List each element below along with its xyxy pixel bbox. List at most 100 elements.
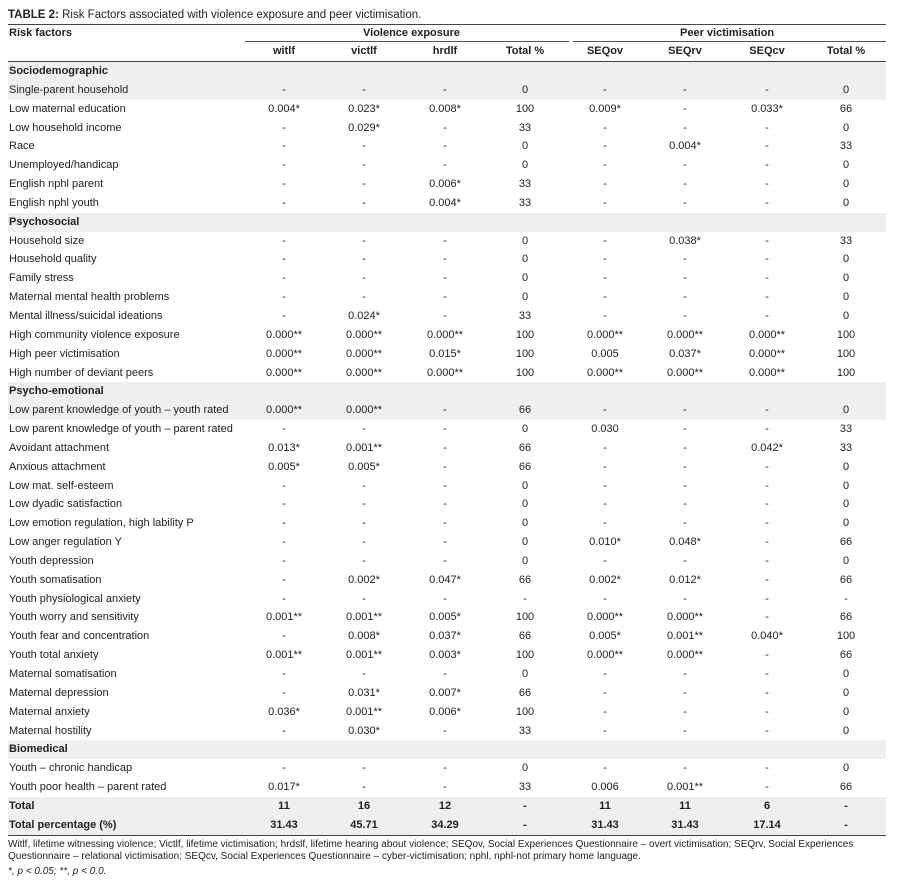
cell-hrdlf: 0.000**: [426, 366, 464, 379]
row-label: Household quality: [9, 253, 97, 266]
cell-seqrv: -: [683, 460, 687, 473]
cell-ve-total: 0: [521, 517, 529, 530]
cell-seqov: -: [603, 724, 607, 737]
cell-seqrv: 0.000**: [666, 328, 704, 341]
cell-witlf: -: [282, 140, 286, 153]
table-row: English nphl youth - - 0.004* 33 - - - 0: [8, 194, 886, 213]
cell-hrdlf: -: [443, 592, 447, 605]
cell-seqov: 0.000**: [586, 611, 624, 624]
cell-pv-total: 0: [842, 554, 850, 567]
table-row: Youth physiological anxiety - - - - - - - -: [8, 590, 886, 609]
cell-witlf: 0.013*: [268, 441, 300, 454]
cell-seqov: -: [603, 159, 607, 172]
cell-witlf: -: [282, 686, 286, 699]
cell-pv-total: 66: [839, 781, 853, 794]
cell-victlf: 0.002*: [348, 573, 380, 586]
cell-seqcv: -: [765, 272, 769, 285]
row-label: Unemployed/handicap: [9, 159, 119, 172]
cell-witlf: -: [282, 309, 286, 322]
cell-pv-total: 33: [839, 234, 853, 247]
cell-seqcv: -: [765, 479, 769, 492]
cell-seqov: 0.000**: [586, 328, 624, 341]
row-label: High peer victimisation: [9, 347, 120, 360]
table-row: High number of deviant peers 0.000** 0.000…: [8, 364, 886, 383]
cell-pv-total: 100: [836, 366, 856, 379]
section-header-row: Biomedical: [8, 740, 886, 760]
cell-hrdlf: -: [443, 253, 447, 266]
table-row: Maternal hostility - 0.030* - 33 - - - 0: [8, 722, 886, 741]
cell-pv-total: 0: [842, 517, 850, 530]
cell-hrdlf: 0.004*: [429, 196, 461, 209]
cell-hrdlf: -: [443, 83, 447, 96]
table-row: Youth worry and sensitivity 0.001** 0.001*…: [8, 608, 886, 627]
table-row: Low parent knowledge of youth – youth ra…: [8, 401, 886, 421]
cell-hrdlf: -: [443, 781, 447, 794]
cell-hrdlf: 0.008*: [429, 102, 461, 115]
cell-seqcv: -: [765, 762, 769, 775]
cell-pv-total: 0: [842, 253, 850, 266]
cell-ve-total: -: [523, 818, 527, 831]
row-label: Maternal depression: [9, 686, 109, 699]
cell-seqov: -: [603, 686, 607, 699]
cell-pv-total: 0: [842, 668, 850, 680]
cell-pv-total: 0: [842, 404, 850, 417]
cell-hrdlf: -: [443, 140, 447, 153]
cell-hrdlf: -: [443, 234, 447, 247]
cell-pv-total: 66: [839, 649, 853, 662]
row-label: High community violence exposure: [9, 328, 180, 341]
cell-seqcv: -: [765, 668, 769, 680]
cell-seqcv: -: [765, 178, 769, 191]
cell-victlf: 0.000**: [345, 366, 383, 379]
cell-ve-total: 0: [521, 536, 529, 549]
row-label: Low anger regulation Y: [9, 536, 122, 549]
cell-victlf: -: [362, 762, 366, 775]
cell-ve-total: 0: [521, 83, 529, 96]
row-label: Youth total anxiety: [9, 649, 99, 662]
section-label: Biomedical: [9, 743, 68, 756]
cell-seqcv: -: [765, 611, 769, 624]
cell-seqrv: -: [683, 668, 687, 680]
row-label: Maternal hostility: [9, 724, 92, 737]
cell-ve-total: 0: [521, 253, 529, 266]
cell-ve-total: 66: [518, 460, 532, 473]
table-row: Low emotion regulation, high lability P -…: [8, 514, 886, 533]
cell-seqrv: -: [683, 291, 687, 304]
cell-pv-total: 0: [842, 705, 850, 718]
table-row: Low mat. self-esteem - - - 0 - - - 0: [8, 477, 886, 496]
cell-victlf: 0.031*: [348, 686, 380, 699]
cell-seqcv: 0.000**: [748, 366, 786, 379]
cell-witlf: -: [282, 724, 286, 737]
row-label: Youth physiological anxiety: [9, 592, 141, 605]
cell-seqrv: -: [683, 762, 687, 775]
table-row: Youth – chronic handicap - - - 0 - - - 0: [8, 759, 886, 778]
cell-victlf: -: [362, 178, 366, 191]
cell-seqov: -: [603, 441, 607, 454]
cell-victlf: 0.000**: [345, 328, 383, 341]
violence-exposure-rule: [245, 41, 569, 42]
cell-seqcv: -: [765, 554, 769, 567]
cell-seqrv: 0.048*: [669, 536, 701, 549]
row-label: Mental illness/suicidal ideations: [9, 309, 163, 322]
row-label: Total percentage (%): [9, 818, 117, 831]
cell-ve-total: 0: [521, 423, 529, 436]
cell-witlf: 31.43: [270, 818, 298, 831]
cell-seqcv: 0.040*: [751, 630, 783, 643]
table-row: Family stress - - - 0 - - - 0: [8, 269, 886, 288]
row-label: High number of deviant peers: [9, 366, 154, 379]
cell-seqcv: 6: [763, 799, 771, 812]
row-label: Youth worry and sensitivity: [9, 611, 139, 624]
cell-ve-total: 66: [518, 686, 532, 699]
cell-pv-total: 0: [842, 196, 850, 209]
row-label: Anxious attachment: [9, 460, 106, 473]
cell-victlf: 16: [357, 799, 371, 812]
cell-seqov: 0.000**: [586, 366, 624, 379]
cell-seqcv: -: [765, 121, 769, 134]
cell-seqcv: -: [765, 253, 769, 266]
cell-pv-total: 0: [842, 178, 850, 191]
cell-ve-total: 100: [515, 347, 535, 360]
table-body: Sociodemographic Single-parent household -…: [8, 62, 886, 836]
row-label: Household size: [9, 234, 85, 247]
cell-seqov: -: [603, 253, 607, 266]
cell-seqov: -: [603, 554, 607, 567]
cell-pv-total: 33: [839, 140, 853, 153]
